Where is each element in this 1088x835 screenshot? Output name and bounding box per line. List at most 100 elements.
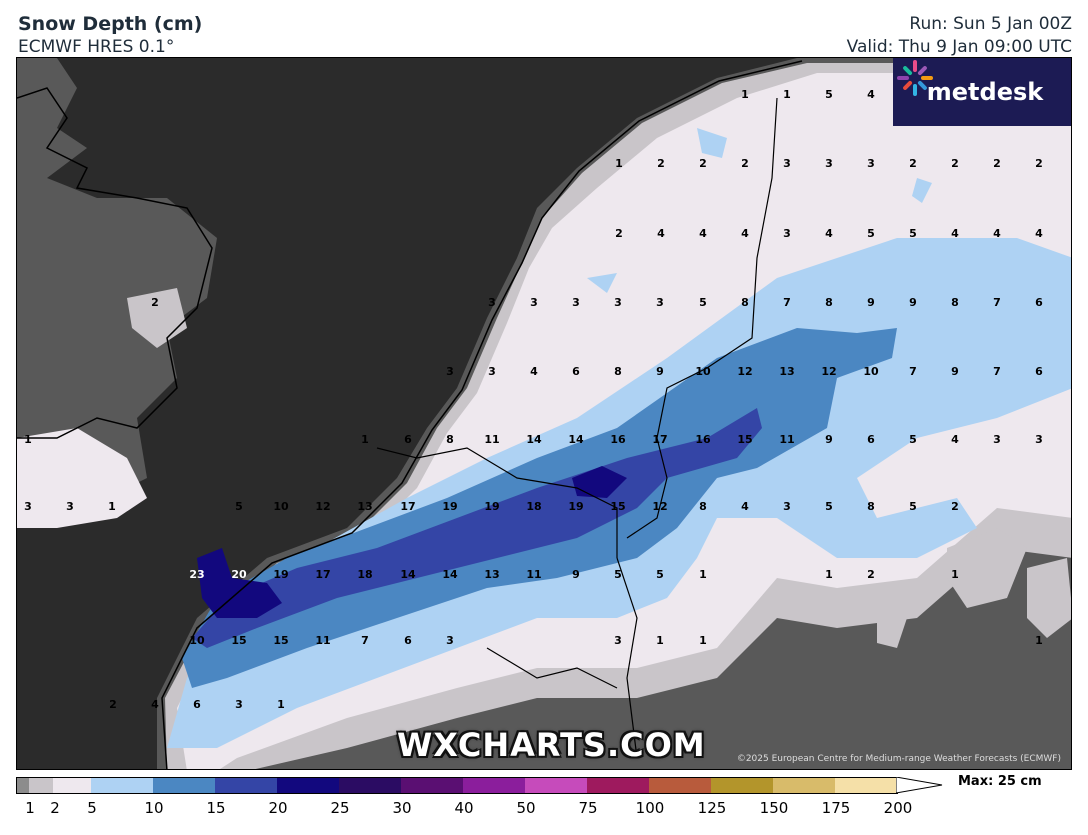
snow-depth-value: 2	[993, 157, 1001, 170]
snow-depth-value: 1	[615, 157, 623, 170]
snow-depth-value: 3	[614, 296, 622, 309]
snow-depth-value: 1	[699, 634, 707, 647]
colorbar-tick-label: 150	[759, 799, 789, 817]
snow-depth-value: 17	[315, 568, 330, 581]
snow-depth-value: 12	[737, 365, 752, 378]
snow-depth-value: 2	[909, 157, 917, 170]
snow-depth-value: 3	[993, 433, 1001, 446]
chart-title: Snow Depth (cm)	[18, 13, 203, 35]
snow-depth-value: 9	[656, 365, 664, 378]
snow-depth-value: 17	[652, 433, 667, 446]
snow-depth-value: 10	[695, 365, 711, 378]
snow-depth-value: 4	[867, 88, 875, 101]
snow-depth-value: 5	[867, 227, 875, 240]
snow-depth-value: 2	[867, 568, 875, 581]
snow-depth-value: 1	[741, 88, 749, 101]
colorbar-segment	[339, 778, 401, 793]
watermark: WXCHARTS.COM	[397, 726, 706, 764]
snow-depth-value: 1	[656, 634, 664, 647]
colorbar-segment	[91, 778, 153, 793]
snow-depth-value: 1	[783, 88, 791, 101]
snow-depth-value: 20	[231, 568, 247, 581]
snow-depth-value: 3	[572, 296, 580, 309]
snow-depth-value: 1	[361, 433, 369, 446]
colorbar-segment	[835, 778, 897, 793]
snow-depth-value: 3	[235, 698, 243, 711]
snow-depth-value: 3	[614, 634, 622, 647]
snow-depth-value: 4	[657, 227, 665, 240]
snow-depth-value: 3	[783, 227, 791, 240]
snow-depth-value: 5	[909, 227, 917, 240]
snow-depth-value: 6	[867, 433, 875, 446]
colorbar-segment	[587, 778, 649, 793]
continent-coastline	[161, 60, 803, 769]
snow-depth-value: 7	[361, 634, 369, 647]
snow-depth-value: 10	[189, 634, 205, 647]
colorbar-tick-label: 20	[268, 799, 288, 817]
colorbar-tick-label: 25	[330, 799, 350, 817]
colorbar-segment	[53, 778, 91, 793]
snow-depth-value: 13	[484, 568, 499, 581]
snow-depth-value: 10	[273, 500, 289, 513]
snow-depth-value: 2	[951, 157, 959, 170]
colorbar-tick-label: 50	[516, 799, 536, 817]
snow-depth-value: 1	[699, 568, 707, 581]
snow-depth-value: 3	[446, 365, 454, 378]
snow-depth-value: 15	[610, 500, 625, 513]
uk-land	[17, 58, 217, 508]
snow-depth-value: 6	[193, 698, 201, 711]
colorbar-tick-label: 15	[206, 799, 226, 817]
snow-15-area	[192, 408, 762, 648]
snow-depth-value: 11	[779, 433, 794, 446]
snow-depth-value: 6	[404, 433, 412, 446]
colorbar-tick-label: 1	[25, 799, 35, 817]
colorbar-tick-label: 100	[635, 799, 665, 817]
snow-depth-value: 2	[1035, 157, 1043, 170]
snow-depth-value: 1	[24, 433, 32, 446]
snow-depth-value: 8	[446, 433, 454, 446]
snow-depth-value: 11	[315, 634, 330, 647]
snow-depth-value: 10	[863, 365, 879, 378]
snow-depth-value: 7	[993, 296, 1001, 309]
snow-5-spot-a	[697, 128, 727, 158]
snow-depth-value: 19	[484, 500, 499, 513]
snow-depth-value: 8	[951, 296, 959, 309]
snow-20-area-west	[197, 548, 282, 618]
border-ch	[486, 647, 618, 689]
snow-depth-value: 3	[66, 500, 74, 513]
snow-5-spot-b	[912, 178, 932, 203]
snow-depth-value: 13	[357, 500, 372, 513]
snow-depth-value: 7	[783, 296, 791, 309]
colorbar-segment	[773, 778, 835, 793]
metdesk-logo-text: metdesk	[926, 78, 1044, 106]
snow-depth-value: 4	[741, 500, 749, 513]
snow-depth-value: 4	[530, 365, 538, 378]
snow-depth-value: 19	[273, 568, 288, 581]
metdesk-logo[interactable]: metdesk	[893, 58, 1071, 126]
colorbar-segment	[711, 778, 773, 793]
snow-depth-value: 6	[572, 365, 580, 378]
colorbar-segment	[29, 778, 53, 793]
snow-depth-value: 3	[488, 365, 496, 378]
colorbar-tick-label: 75	[578, 799, 598, 817]
valid-time: Valid: Thu 9 Jan 09:00 UTC	[846, 37, 1072, 57]
snow-depth-value: 4	[151, 698, 159, 711]
snow-depth-value: 1	[951, 568, 959, 581]
snow-depth-value: 15	[737, 433, 752, 446]
se-grey-patch-c	[877, 618, 907, 648]
snow-depth-value: 9	[825, 433, 833, 446]
snow-depth-value: 6	[1035, 296, 1043, 309]
snow-depth-value: 9	[572, 568, 580, 581]
snow-depth-value: 3	[24, 500, 32, 513]
snow-depth-value: 18	[526, 500, 541, 513]
snow-depth-value: 3	[488, 296, 496, 309]
colorbar-tick-label: 40	[454, 799, 474, 817]
snow-depth-value: 8	[867, 500, 875, 513]
snow-depth-value: 11	[484, 433, 499, 446]
colorbar-segment	[153, 778, 215, 793]
colorbar-tick-label: 5	[87, 799, 97, 817]
snow-depth-value: 12	[652, 500, 667, 513]
colorbar-tick-label: 125	[697, 799, 727, 817]
snow-depth-value: 23	[189, 568, 204, 581]
snow-depth-value: 19	[568, 500, 583, 513]
